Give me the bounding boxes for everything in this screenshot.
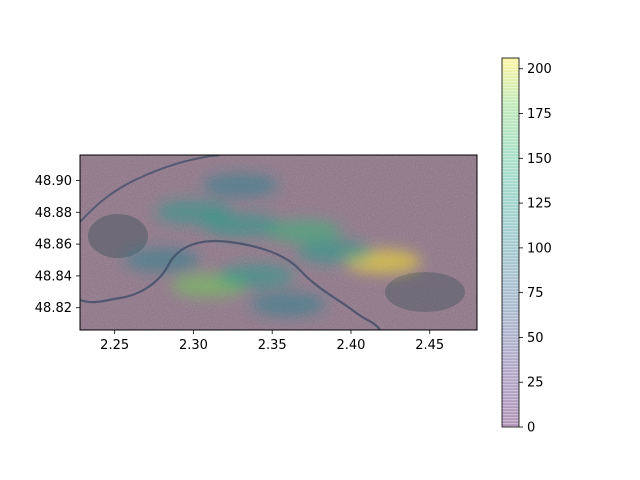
river-seine-north xyxy=(80,155,221,223)
heat-hotspot xyxy=(123,248,200,272)
y-tick-label: 48.88 xyxy=(35,206,72,221)
colorbar-tick-label: 150 xyxy=(527,152,552,167)
colorbar-tick-label: 100 xyxy=(527,241,552,256)
colorbar-tick-label: 50 xyxy=(527,331,544,346)
y-tick-label: 48.84 xyxy=(35,269,72,284)
x-tick-label: 2.25 xyxy=(100,338,129,353)
heat-hotspot xyxy=(218,263,295,288)
y-axis: 48.82 48.84 48.86 48.88 48.90 xyxy=(35,174,80,316)
y-tick-label: 48.90 xyxy=(35,174,72,189)
heat-hotspot xyxy=(265,219,342,244)
colorbar-tick-label: 200 xyxy=(527,62,552,77)
density-heat-layer xyxy=(123,173,421,317)
y-tick-label: 48.82 xyxy=(35,301,72,316)
x-tick-label: 2.35 xyxy=(258,338,287,353)
wood-area-east xyxy=(385,272,465,312)
colorbar-tick-label: 25 xyxy=(527,376,544,391)
heat-hotspot xyxy=(297,240,374,265)
heat-hotspot xyxy=(155,200,232,225)
wood-area-west xyxy=(88,214,148,258)
colorbar-tick-label: 125 xyxy=(527,197,552,212)
axes-frame xyxy=(79,154,478,331)
colorbar-ticks: 0 25 50 75 100 125 150 175 200 xyxy=(519,62,552,436)
colorbar-frame xyxy=(501,57,520,428)
heat-hotspot xyxy=(202,173,279,198)
x-axis: 2.25 2.30 2.35 2.40 2.45 xyxy=(100,330,444,353)
x-tick-label: 2.45 xyxy=(415,338,444,353)
river-seine xyxy=(80,239,381,330)
x-tick-label: 2.30 xyxy=(179,338,208,353)
colorbar: 0 25 50 75 100 125 150 175 200 xyxy=(501,57,552,436)
colorbar-stripes xyxy=(502,58,519,427)
colorbar-tick-label: 175 xyxy=(527,107,552,122)
y-tick-label: 48.86 xyxy=(35,238,72,253)
x-tick-label: 2.40 xyxy=(336,338,365,353)
colorbar-tick-label: 75 xyxy=(527,286,544,301)
heat-hotspot xyxy=(249,292,326,317)
map-plot-area xyxy=(79,154,478,331)
colorbar-tick-label: 0 xyxy=(527,421,535,436)
